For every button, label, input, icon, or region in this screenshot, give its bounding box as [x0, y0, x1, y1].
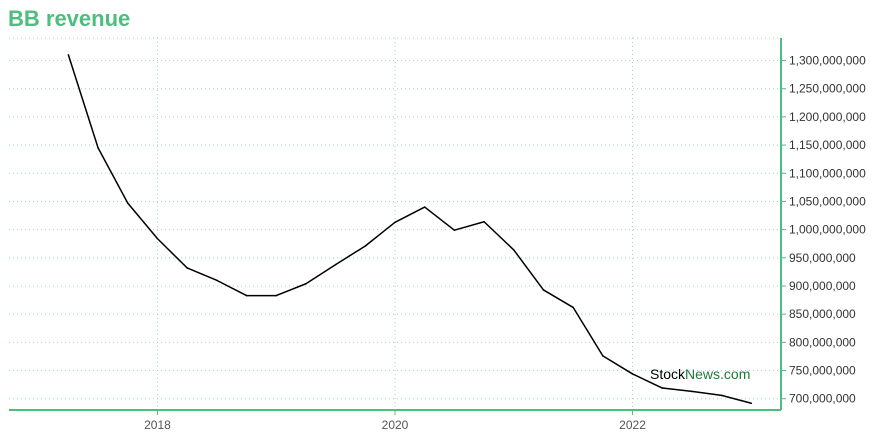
data-point — [275, 294, 278, 297]
y-tick-label: 950,000,000 — [789, 251, 856, 265]
x-tick-label: 2022 — [619, 418, 646, 432]
axes — [9, 38, 786, 415]
tick-labels: 700,000,000 750,000,000 800,000,000 850,000… — [144, 54, 866, 432]
watermark-stock: Stock — [650, 366, 686, 382]
y-tick-label: 1,300,000,000 — [789, 54, 866, 68]
y-tick-label: 700,000,000 — [789, 392, 856, 406]
watermark-news: News — [685, 366, 720, 382]
y-tick-label: 1,200,000,000 — [789, 110, 866, 124]
data-point — [216, 279, 218, 282]
svg-text:StockNews.com: StockNews.com — [650, 366, 750, 382]
data-point — [542, 289, 545, 291]
data-point — [720, 394, 723, 397]
x-tick-label: 2020 — [382, 418, 409, 432]
chart-title: BB revenue — [8, 6, 131, 31]
series-layer — [67, 54, 753, 405]
y-tick-label: 1,250,000,000 — [789, 82, 866, 96]
y-tick-label: 1,150,000,000 — [789, 138, 866, 152]
data-point — [186, 267, 188, 269]
series-line — [67, 54, 752, 404]
grid — [9, 37, 781, 410]
watermark: StockNews.com — [650, 366, 750, 382]
data-point — [245, 294, 248, 297]
data-point — [67, 54, 70, 56]
data-point — [334, 263, 337, 266]
data-point — [512, 249, 515, 251]
data-point — [750, 402, 753, 405]
y-tick-label: 900,000,000 — [789, 279, 856, 293]
data-point — [305, 282, 307, 285]
data-point — [572, 306, 574, 309]
data-point — [602, 355, 604, 357]
y-tick-label: 1,100,000,000 — [789, 166, 866, 180]
data-point — [631, 373, 634, 375]
data-point — [156, 237, 159, 240]
data-point — [483, 220, 485, 223]
data-point — [661, 387, 664, 389]
watermark-com: .com — [720, 366, 750, 382]
y-tick-label: 1,000,000,000 — [789, 223, 866, 237]
y-tick-label: 1,050,000,000 — [789, 194, 866, 208]
data-point — [97, 147, 99, 149]
data-point — [394, 221, 396, 224]
y-tick-label: 750,000,000 — [789, 364, 856, 378]
y-tick-label: 850,000,000 — [789, 307, 856, 321]
data-point — [364, 245, 367, 247]
data-point — [423, 206, 426, 208]
x-tick-label: 2018 — [144, 418, 171, 432]
y-tick-label: 800,000,000 — [789, 335, 856, 349]
data-point — [453, 229, 456, 231]
data-point — [691, 390, 693, 393]
data-point — [126, 202, 129, 204]
